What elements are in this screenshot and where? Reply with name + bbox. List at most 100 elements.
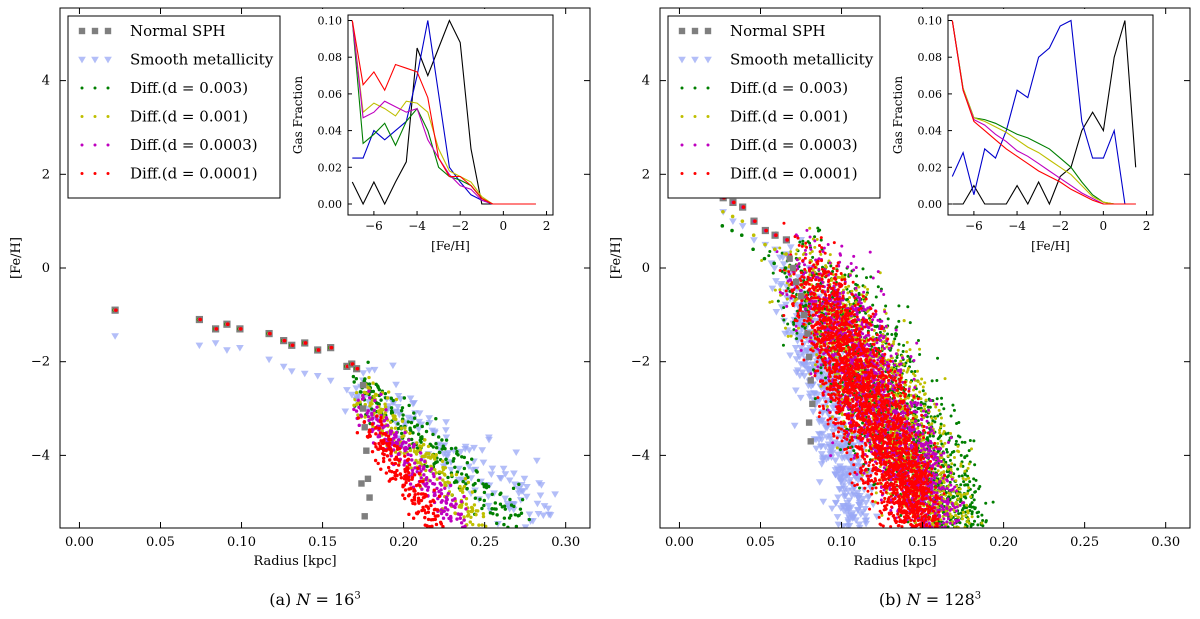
scatter-point — [815, 419, 824, 426]
scatter-point — [419, 476, 423, 480]
x-tick-label: 0.05 — [146, 535, 175, 550]
legend-label: Normal SPH — [130, 22, 226, 40]
legend-marker — [91, 56, 99, 64]
scatter-point — [397, 463, 401, 467]
scatter-point — [829, 400, 833, 404]
scatter-point — [829, 454, 833, 458]
scatter-point — [440, 470, 444, 475]
scatter-point — [980, 521, 984, 525]
scatter-point — [808, 251, 812, 255]
scatter-point — [813, 235, 817, 239]
scatter-point — [930, 428, 934, 432]
scatter-point — [839, 479, 848, 486]
scatter-point — [366, 360, 370, 365]
scatter-point — [911, 372, 915, 376]
scatter-point — [846, 434, 850, 438]
scatter-point — [819, 394, 828, 401]
scatter-point — [960, 514, 964, 518]
scatter-point — [973, 463, 977, 467]
scatter-point — [952, 408, 956, 412]
scatter-point — [874, 378, 878, 382]
scatter-point — [434, 442, 438, 446]
scatter-point — [948, 458, 952, 462]
scatter-point — [871, 303, 875, 307]
scatter-point — [897, 304, 901, 308]
scatter-point — [389, 451, 393, 456]
scatter-point — [511, 481, 519, 489]
scatter-point — [973, 519, 977, 523]
scatter-point — [984, 519, 988, 523]
scatter-point — [282, 338, 287, 343]
scatter-point — [808, 226, 812, 230]
scatter-point — [382, 440, 386, 445]
scatter-point — [854, 266, 858, 270]
scatter-point — [939, 439, 943, 443]
scatter-point — [466, 509, 470, 514]
scatter-point — [966, 466, 970, 470]
scatter-point — [351, 374, 356, 379]
scatter-point — [936, 414, 940, 418]
scatter-point — [906, 359, 910, 363]
scatter-point — [852, 268, 856, 272]
scatter-point — [963, 525, 967, 528]
legend-marker — [106, 86, 110, 90]
scatter-point — [239, 327, 243, 331]
scatter-point — [434, 514, 439, 518]
scatter-point — [960, 517, 964, 521]
scatter-point — [359, 405, 367, 412]
scatter-point — [843, 425, 847, 429]
scatter-point — [474, 512, 478, 517]
scatter-point — [934, 416, 938, 420]
legend-marker — [104, 56, 112, 64]
scatter-point — [828, 505, 836, 513]
scatter-point — [937, 459, 941, 463]
scatter-point — [466, 480, 471, 485]
scatter-point — [493, 501, 498, 505]
scatter-point — [864, 276, 868, 280]
legend-label: Diff.(d = 0.003) — [130, 79, 248, 97]
scatter-point — [485, 436, 493, 444]
scatter-point — [928, 405, 932, 409]
scatter-point — [772, 309, 781, 316]
scatter-point — [406, 452, 410, 457]
scatter-point — [960, 440, 964, 444]
scatter-point — [480, 523, 484, 527]
scatter-point — [957, 450, 961, 454]
scatter-point — [460, 525, 465, 528]
scatter-point — [878, 363, 882, 367]
scatter-point — [440, 438, 444, 442]
scatter-point — [938, 412, 942, 416]
scatter-point — [374, 432, 378, 436]
scatter-point — [872, 328, 876, 332]
scatter-point — [429, 503, 433, 508]
scatter-point — [811, 320, 815, 324]
scatter-point — [441, 465, 445, 470]
legend-marker — [80, 172, 84, 175]
scatter-point — [411, 431, 415, 435]
scatter-point — [815, 238, 819, 242]
scatter-point — [836, 275, 840, 279]
scatter-point — [226, 322, 230, 327]
scatter-point — [444, 495, 449, 500]
scatter-point — [454, 446, 458, 450]
scatter-point — [892, 340, 896, 344]
scatter-point — [470, 444, 478, 452]
scatter-point — [829, 264, 833, 268]
scatter-point — [455, 470, 460, 474]
scatter-point — [878, 330, 882, 334]
scatter-point — [405, 469, 410, 473]
scatter-point — [928, 434, 932, 438]
scatter-point — [796, 309, 800, 313]
scatter-point — [846, 297, 850, 301]
scatter-point — [890, 332, 894, 336]
scatter-point — [947, 474, 951, 478]
scatter-point — [933, 420, 937, 424]
scatter-point — [796, 344, 805, 352]
scatter-point — [830, 402, 839, 410]
scatter-point — [440, 459, 445, 463]
scatter-point — [370, 422, 375, 426]
scatter-point — [419, 498, 424, 503]
scatter-point — [875, 325, 879, 329]
scatter-point — [397, 438, 401, 442]
scatter-point — [792, 387, 800, 395]
